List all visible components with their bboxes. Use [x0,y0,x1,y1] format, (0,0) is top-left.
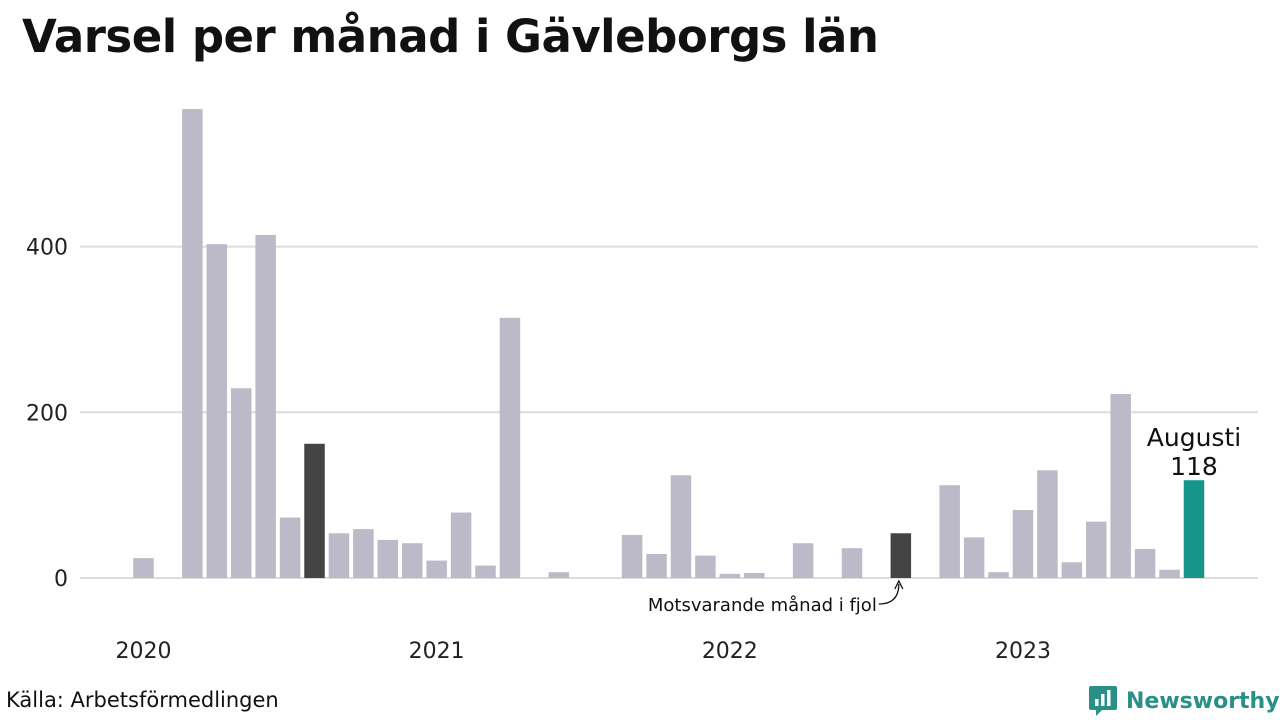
bar-2020-06 [255,235,276,578]
bar-2020-10 [353,529,374,578]
bar-2023-07 [1159,569,1180,578]
comparison-annotation: Motsvarande månad i fjol [648,595,877,616]
bar-2023-01 [1012,510,1034,578]
y-tick-label: 400 [26,236,68,261]
x-year-label: 2021 [409,639,465,664]
bar-2022-06 [841,548,863,578]
bar-2020-11 [377,539,399,578]
bar-2022-01 [719,573,741,578]
bar-2020-04 [206,244,228,578]
bars [133,109,1205,578]
annotation-arrow-head [894,579,904,590]
bar-2021-06 [548,572,570,578]
bar-2023-02 [1037,470,1058,578]
bar-2022-04 [792,543,814,578]
newsworthy-brand[interactable]: Newsworthy [1088,684,1280,718]
bar-2023-08 [1183,480,1205,578]
bar-2021-01 [426,560,447,578]
bar-2020-12 [401,543,423,578]
bar-2023-04 [1086,521,1107,578]
x-year-label: 2022 [702,639,758,664]
x-year-label: 2023 [995,639,1051,664]
bar-2023-03 [1061,562,1083,578]
bar-2020-07 [279,517,301,578]
highlight-value-label: 118 [1170,452,1218,481]
source-note: Källa: Arbetsförmedlingen [6,688,279,712]
bar-2022-10 [939,485,960,578]
y-tick-label: 0 [54,567,68,592]
bar-2020-01 [133,558,154,578]
bar-2021-02 [450,512,472,578]
bar-2023-05 [1110,394,1131,578]
newsworthy-logo-icon [1089,686,1117,716]
bar-2020-08 [304,443,325,578]
annotation-arrow-line [878,583,900,605]
bar-2022-02 [744,573,765,578]
highlight-month-label: Augusti [1147,423,1241,452]
chart-title: Varsel per månad i Gävleborgs län [22,10,879,63]
bar-2023-06 [1134,549,1156,578]
brand-name: Newsworthy [1126,688,1280,714]
bar-2021-12 [695,555,716,578]
bar-2021-09 [621,534,643,578]
bar-2022-08 [890,533,912,578]
bar-2020-05 [230,388,252,578]
bar-2020-09 [328,533,350,578]
bar-2021-10 [646,553,667,578]
y-tick-label: 200 [26,401,68,426]
bar-2022-11 [963,537,985,578]
bar-2021-04 [499,317,521,578]
bar-2021-11 [670,475,692,578]
x-year-label: 2020 [116,639,172,664]
bar-2020-03 [182,109,203,578]
bar-2021-03 [475,565,496,578]
bar-2022-12 [988,572,1009,578]
